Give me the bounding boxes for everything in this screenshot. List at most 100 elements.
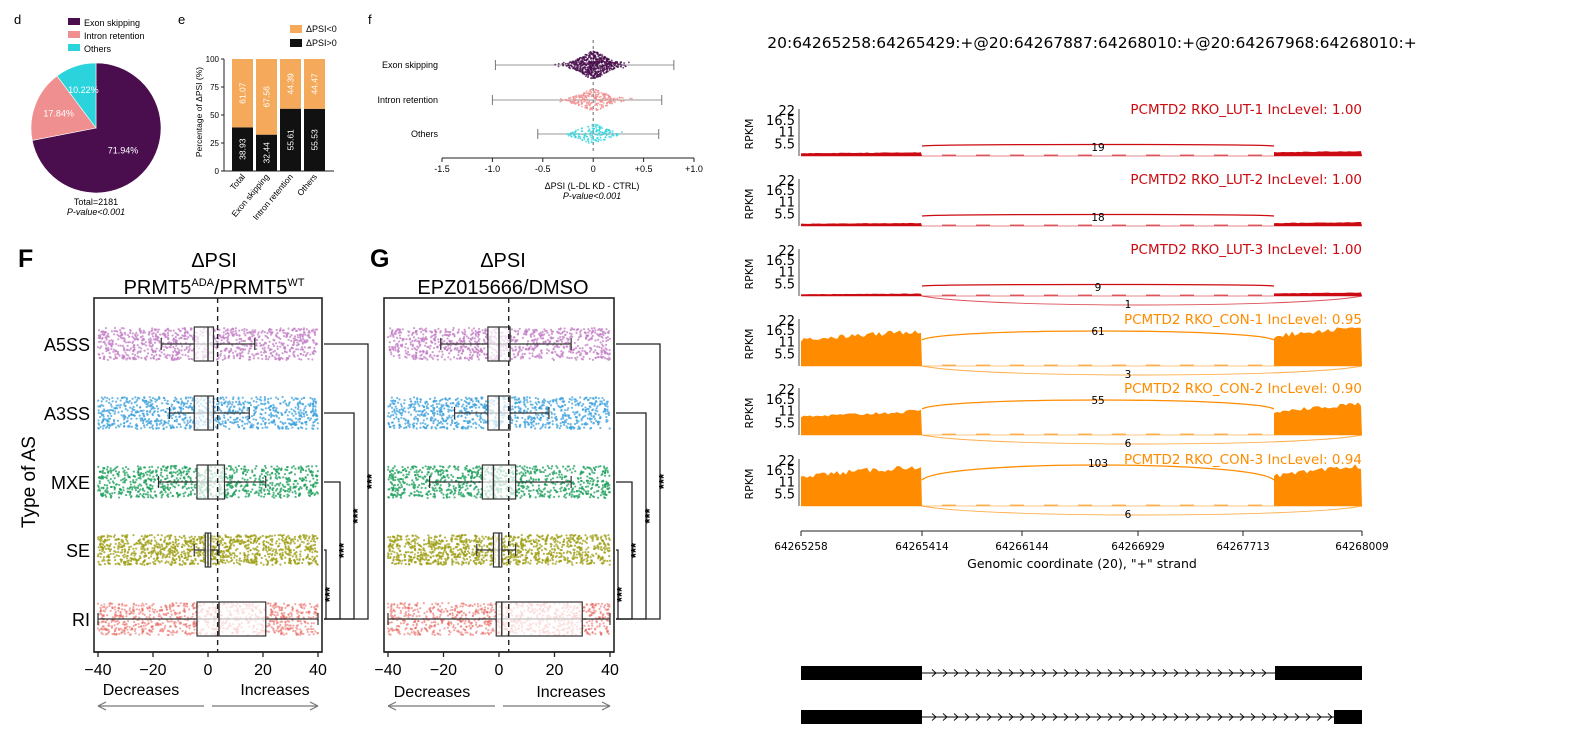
- box-point: [304, 545, 307, 548]
- box-point: [296, 336, 300, 339]
- box-point: [143, 357, 146, 360]
- box-point: [133, 557, 136, 560]
- box-point: [123, 418, 126, 421]
- swarm-point: [596, 89, 598, 92]
- box-point: [236, 417, 239, 420]
- box-point: [99, 555, 102, 559]
- box-point: [315, 465, 318, 468]
- box-point: [298, 400, 301, 403]
- box-point: [223, 416, 226, 419]
- box-point: [105, 338, 108, 341]
- box-point: [311, 339, 314, 342]
- box-point: [154, 539, 157, 542]
- box-point: [268, 487, 272, 490]
- box-point: [184, 330, 187, 334]
- box-point: [246, 484, 249, 487]
- box-point: [118, 490, 121, 493]
- box-point: [123, 474, 127, 477]
- box-point: [283, 494, 286, 498]
- box-point: [286, 414, 289, 417]
- box-point: [161, 545, 164, 548]
- box-point: [160, 543, 163, 546]
- box-point: [150, 555, 153, 558]
- box-point: [225, 347, 228, 351]
- box-point: [186, 422, 189, 425]
- box-point: [261, 347, 264, 350]
- box-point: [151, 547, 154, 550]
- box-point: [154, 559, 157, 562]
- box-point: [247, 559, 250, 562]
- box-point: [102, 555, 106, 559]
- box-point: [189, 540, 192, 543]
- box-point: [296, 397, 299, 400]
- box-point: [287, 545, 290, 548]
- box-point: [152, 411, 155, 414]
- swarm-point: [583, 97, 586, 100]
- box-point: [135, 541, 138, 545]
- box-point: [137, 625, 141, 629]
- box-point: [263, 493, 267, 496]
- box-point: [308, 480, 312, 483]
- box-point: [294, 495, 297, 499]
- box-point: [226, 338, 229, 341]
- legend-swatch-gt0: [290, 39, 302, 47]
- box-point: [157, 560, 160, 563]
- swarm-point: [591, 123, 594, 126]
- box-point: [286, 542, 289, 545]
- box-point: [180, 345, 184, 348]
- swarm-point: [571, 65, 573, 68]
- bar-ytick-label: 0: [215, 167, 220, 176]
- box-point: [274, 423, 277, 426]
- box-point: [99, 425, 102, 428]
- box-point: [276, 345, 279, 348]
- swarm-point: [612, 134, 615, 137]
- box-point: [113, 534, 116, 537]
- swarm-point: [585, 59, 588, 62]
- box-point: [101, 494, 104, 498]
- box-point: [111, 339, 115, 342]
- box-point: [300, 397, 303, 400]
- box-point: [238, 535, 241, 538]
- box-point: [221, 396, 224, 399]
- box-point: [184, 353, 187, 357]
- box-point: [235, 400, 238, 403]
- box-point: [174, 336, 177, 339]
- box-point: [131, 407, 134, 410]
- box-point: [165, 402, 168, 405]
- box-point: [232, 356, 236, 360]
- box-point: [175, 548, 178, 552]
- box-point: [197, 555, 200, 558]
- box-point: [140, 552, 143, 555]
- box-point: [188, 536, 191, 539]
- box-point: [187, 470, 191, 473]
- box-point: [114, 470, 118, 473]
- box-point: [279, 402, 282, 405]
- box-point: [155, 471, 158, 474]
- box-point: [277, 353, 281, 357]
- swarm-point: [601, 61, 604, 63]
- box-point: [178, 562, 181, 565]
- box-point: [102, 419, 105, 422]
- box-point: [159, 538, 162, 541]
- box-point: [120, 410, 124, 413]
- box-point: [264, 407, 267, 410]
- swarm-point: [587, 60, 590, 63]
- box-point: [284, 547, 287, 550]
- box-point: [238, 489, 241, 492]
- box-point: [129, 480, 132, 483]
- box-point: [166, 542, 169, 545]
- box-point: [229, 416, 232, 419]
- box-point: [280, 468, 283, 471]
- box-point: [235, 468, 239, 471]
- box-point: [148, 342, 151, 345]
- swarm-point: [606, 60, 609, 63]
- box-point: [148, 396, 151, 399]
- box-point: [219, 556, 222, 559]
- box-point: [155, 347, 158, 350]
- category-label-2: MXE: [51, 473, 90, 493]
- box-point: [314, 481, 317, 484]
- box-point: [258, 475, 262, 478]
- box-point: [310, 417, 313, 420]
- bar-lt0-label-0: 61.07: [238, 82, 248, 104]
- box-point: [263, 403, 266, 406]
